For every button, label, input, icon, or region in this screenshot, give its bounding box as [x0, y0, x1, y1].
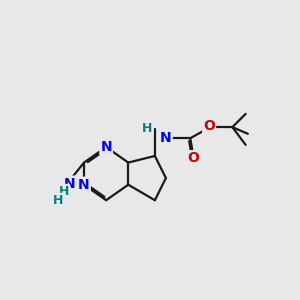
Text: N: N	[64, 177, 75, 190]
Text: H: H	[59, 185, 69, 198]
Text: H: H	[142, 122, 152, 135]
Text: O: O	[188, 151, 200, 165]
Text: O: O	[203, 119, 215, 133]
Text: N: N	[78, 178, 90, 192]
Text: N: N	[100, 140, 112, 154]
Text: N: N	[160, 131, 172, 145]
Text: H: H	[53, 194, 64, 207]
